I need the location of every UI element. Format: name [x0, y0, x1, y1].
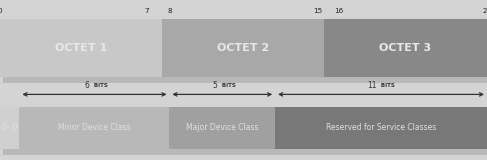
Text: OCTET 1: OCTET 1: [55, 43, 107, 53]
Bar: [19, 107, 169, 149]
Text: 7: 7: [145, 8, 150, 14]
Text: 6: 6: [85, 81, 90, 90]
Text: 8: 8: [167, 8, 172, 14]
Text: 0: 0: [0, 8, 2, 14]
Text: Major Device Class: Major Device Class: [186, 124, 258, 132]
Text: BITS: BITS: [92, 83, 108, 88]
Bar: [3, 26, 487, 83]
Text: Reserved for Service Classes: Reserved for Service Classes: [326, 124, 436, 132]
Text: 0  0: 0 0: [1, 124, 18, 132]
Bar: [162, 19, 324, 77]
Text: 15: 15: [313, 8, 322, 14]
Text: 16: 16: [334, 8, 343, 14]
Bar: [0, 107, 19, 149]
Bar: [3, 114, 487, 155]
Text: 23: 23: [483, 8, 487, 14]
Text: BITS: BITS: [220, 83, 236, 88]
Bar: [275, 107, 487, 149]
Text: OCTET 3: OCTET 3: [379, 43, 431, 53]
Bar: [169, 107, 275, 149]
Text: Minor Device Class: Minor Device Class: [58, 124, 131, 132]
Text: 11: 11: [367, 81, 376, 90]
Text: BITS: BITS: [379, 83, 395, 88]
Text: OCTET 2: OCTET 2: [217, 43, 269, 53]
Bar: [0, 19, 162, 77]
Text: 5: 5: [213, 81, 218, 90]
Bar: [324, 19, 487, 77]
